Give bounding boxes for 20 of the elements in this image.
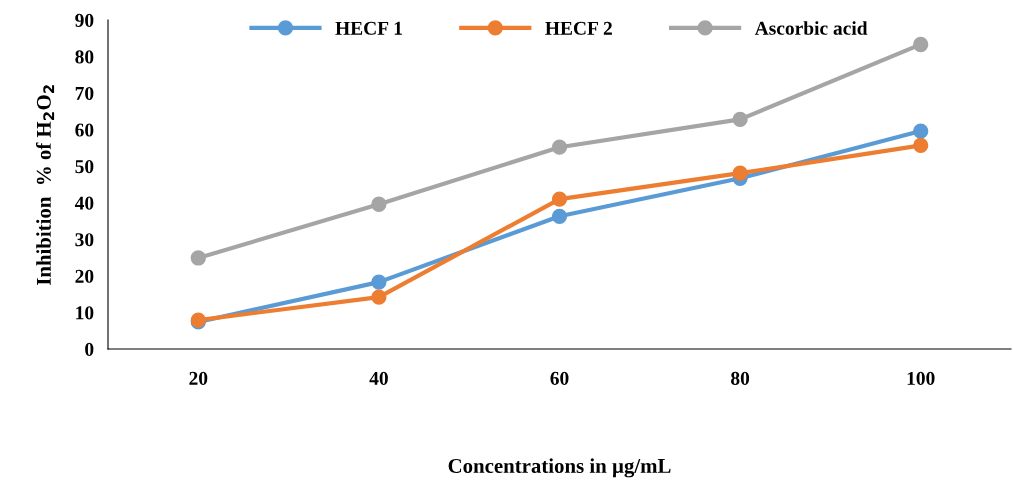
x-axis-title: Concentrations in µg/mL bbox=[448, 458, 671, 478]
y-tick-label: 40 bbox=[74, 196, 94, 210]
y-tick-label: 80 bbox=[75, 50, 94, 64]
x-tick-label: 20 bbox=[189, 371, 208, 385]
legend-label: HECF 2 bbox=[545, 21, 612, 35]
y-tick-label: 10 bbox=[76, 306, 94, 320]
y-tick-label: 50 bbox=[75, 160, 94, 174]
y-tick-label: 70 bbox=[75, 86, 94, 101]
x-tick-label: 40 bbox=[369, 371, 388, 385]
y-tick-label: 30 bbox=[75, 233, 94, 247]
y-tick-label: 0 bbox=[85, 342, 94, 356]
x-tick-label: 100 bbox=[907, 371, 935, 385]
y-tick-label: 20 bbox=[75, 269, 94, 283]
y-axis-title: Inhibition % of H$_{2}$O$_{2}$ bbox=[35, 85, 55, 286]
y-tick-label: 90 bbox=[75, 13, 94, 27]
legend-label: HECF 1 bbox=[335, 21, 402, 35]
y-tick-label: 60 bbox=[75, 123, 94, 137]
legend-label: Ascorbic acid bbox=[754, 21, 868, 35]
x-tick-label: 60 bbox=[550, 371, 569, 385]
x-tick-label: 80 bbox=[731, 371, 750, 385]
